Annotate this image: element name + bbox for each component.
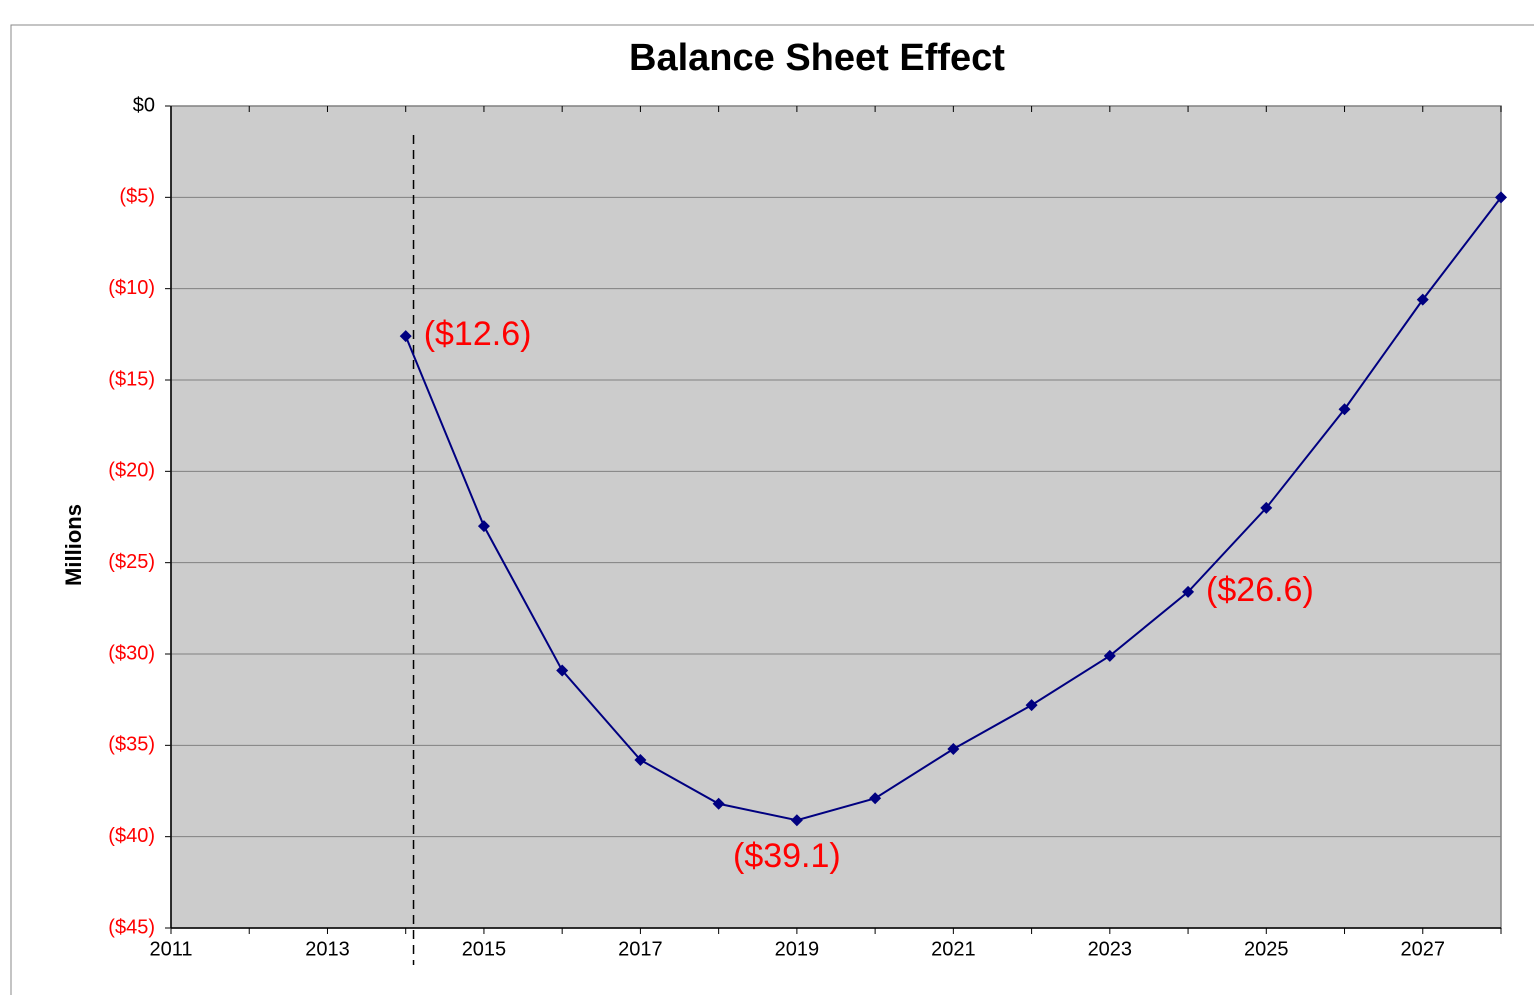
y-tick-label: $0 xyxy=(133,94,155,116)
data-point xyxy=(1025,699,1038,712)
data-point xyxy=(1103,649,1116,662)
data-point xyxy=(477,520,490,533)
x-tick-label: 2013 xyxy=(305,938,350,960)
data-label: ($12.6) xyxy=(424,315,532,353)
y-tick-label: ($10) xyxy=(108,277,155,299)
y-tick-label: ($5) xyxy=(119,186,155,208)
y-tick-label: ($35) xyxy=(108,734,155,756)
data-point xyxy=(634,753,647,766)
data-point xyxy=(1495,191,1507,204)
data-point xyxy=(712,797,725,810)
y-tick-label: ($40) xyxy=(108,825,155,847)
chart-title: Balance Sheet Effect xyxy=(629,37,1005,79)
x-tick-label: 2027 xyxy=(1401,938,1446,960)
data-label: ($26.6) xyxy=(1206,571,1314,609)
data-point xyxy=(1182,585,1195,598)
x-tick-label: 2011 xyxy=(149,938,192,960)
y-tick-label: ($15) xyxy=(108,368,155,390)
data-point xyxy=(399,330,412,343)
x-tick-label: 2025 xyxy=(1244,938,1289,960)
y-tick-label: ($25) xyxy=(108,551,155,573)
data-point xyxy=(947,742,960,755)
plot-area xyxy=(171,106,1501,928)
data-label: ($39.1) xyxy=(733,837,841,875)
x-tick-label: 2015 xyxy=(462,938,507,960)
data-point xyxy=(790,814,803,827)
y-tick-label: ($30) xyxy=(108,642,155,664)
data-point xyxy=(1416,293,1429,306)
data-point xyxy=(556,664,569,677)
x-tick-label: 2023 xyxy=(1088,938,1133,960)
data-point xyxy=(1338,403,1351,416)
y-tick-label: ($45) xyxy=(108,916,155,938)
y-tick-label: ($20) xyxy=(108,460,155,482)
y-axis-label: Millions xyxy=(61,504,86,586)
x-tick-label: 2019 xyxy=(775,938,820,960)
data-point xyxy=(869,792,882,805)
data-point xyxy=(1260,501,1273,514)
x-tick-label: 2017 xyxy=(618,938,663,960)
x-tick-label: 2021 xyxy=(931,938,976,960)
